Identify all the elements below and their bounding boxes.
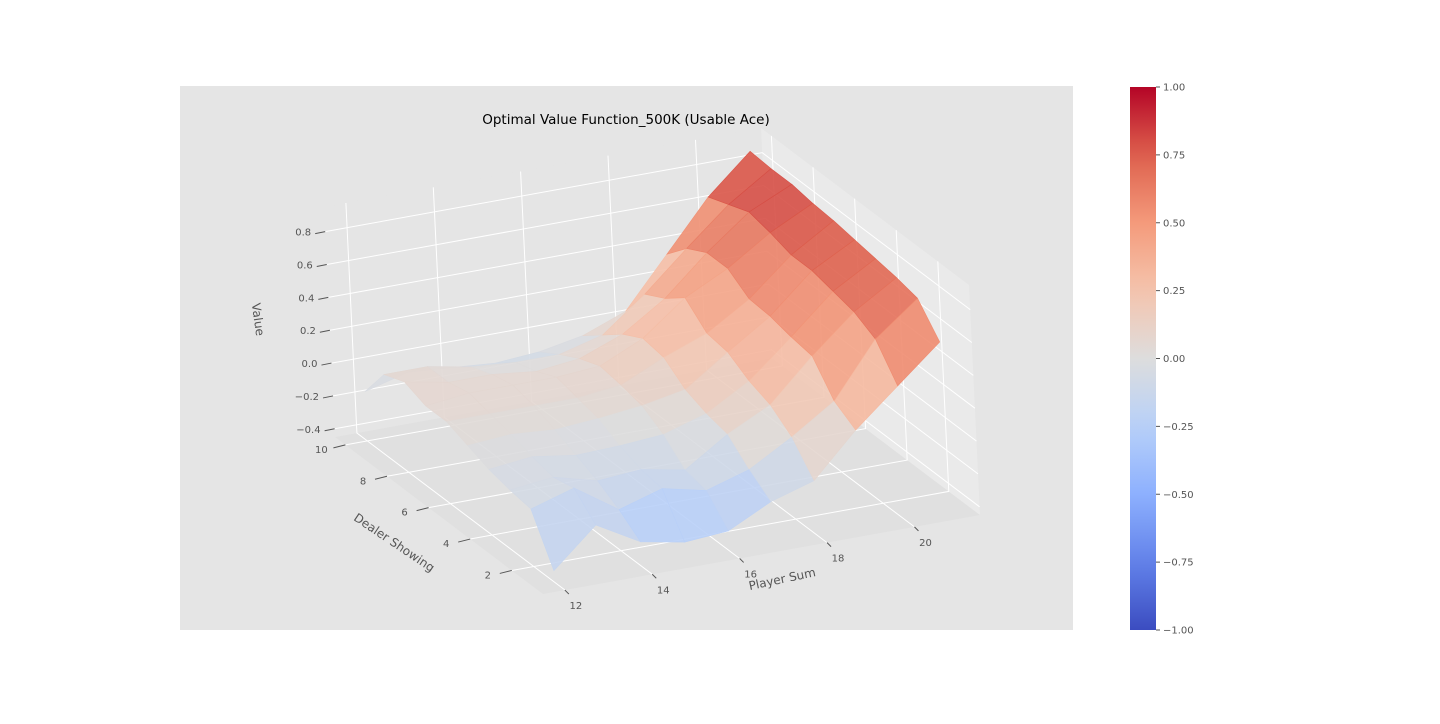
z-tick-mark	[324, 428, 335, 432]
x-tick-label: 18	[832, 554, 845, 565]
z-tick-mark	[318, 296, 329, 300]
x-tick-mark	[739, 558, 745, 563]
y-gridline	[511, 261, 950, 571]
y-tick-label: 2	[485, 570, 491, 581]
x-tick-label: 16	[744, 569, 757, 580]
colorbar-tick-label: 0.50	[1163, 218, 1185, 229]
y-tick-mark	[458, 538, 471, 543]
z-tick-label: 0.0	[302, 359, 318, 370]
z-tick-mark	[321, 362, 332, 366]
x-tick-mark	[651, 573, 657, 579]
surface-layer	[364, 150, 941, 572]
z-tick-label: 0.6	[297, 261, 313, 272]
z-tick-label: 0.8	[295, 228, 311, 239]
chart-title: Optimal Value Function_500K (Usable Ace)	[482, 112, 770, 128]
z-tick-label: 0.4	[298, 293, 314, 304]
colorbar-tick-label: 0.75	[1163, 150, 1185, 161]
z-tick-mark	[319, 329, 330, 333]
colorbar-gradient	[1130, 87, 1156, 630]
y-tick-mark	[499, 569, 512, 574]
colorbar-tick-label: −0.75	[1163, 558, 1194, 569]
colorbar-tick-label: 0.00	[1163, 354, 1185, 365]
x-tick-mark	[564, 589, 570, 595]
x-tick-label: 14	[657, 585, 670, 596]
colorbar-tick-label: −0.50	[1163, 490, 1194, 501]
colorbar-tick-label: −1.00	[1163, 626, 1194, 637]
x-tick-label: 20	[919, 538, 932, 549]
axes-layer: 12 14 16 18 20 2 4 6 8 10 −0.4 −0.2 0.0 0.2 0.4 0.6 0.8	[295, 228, 932, 612]
colorbar-tick-label: 0.25	[1163, 286, 1185, 297]
colorbar: 1.00 0.75 0.50 0.25 0.00 −0.25 −0.50 −0.75 −1.00	[1130, 83, 1194, 637]
y-tick-mark	[333, 444, 346, 449]
z-gridline	[325, 152, 971, 310]
y-tick-mark	[374, 475, 388, 480]
z-tick-label: −0.4	[296, 425, 320, 436]
y-tick-label: 4	[443, 539, 449, 550]
y-tick-label: 8	[360, 476, 366, 487]
x-tick-label: 12	[569, 601, 582, 612]
z-tick-mark	[315, 231, 326, 235]
x-gridline	[345, 202, 566, 591]
z-tick-mark	[316, 264, 327, 267]
y-tick-label: 10	[315, 445, 328, 456]
z-axis-label: Value	[249, 302, 267, 337]
colorbar-tick-label: 1.00	[1163, 83, 1185, 94]
z-tick-label: −0.2	[295, 392, 319, 403]
colorbar-tick-label: −0.25	[1163, 422, 1194, 433]
y-tick-mark	[416, 507, 429, 512]
x-tick-mark	[826, 542, 832, 548]
z-tick-label: 0.2	[300, 326, 316, 337]
x-tick-mark	[914, 526, 919, 532]
z-tick-mark	[322, 395, 334, 399]
surface-patch	[875, 297, 941, 387]
y-tick-label: 6	[401, 508, 407, 519]
